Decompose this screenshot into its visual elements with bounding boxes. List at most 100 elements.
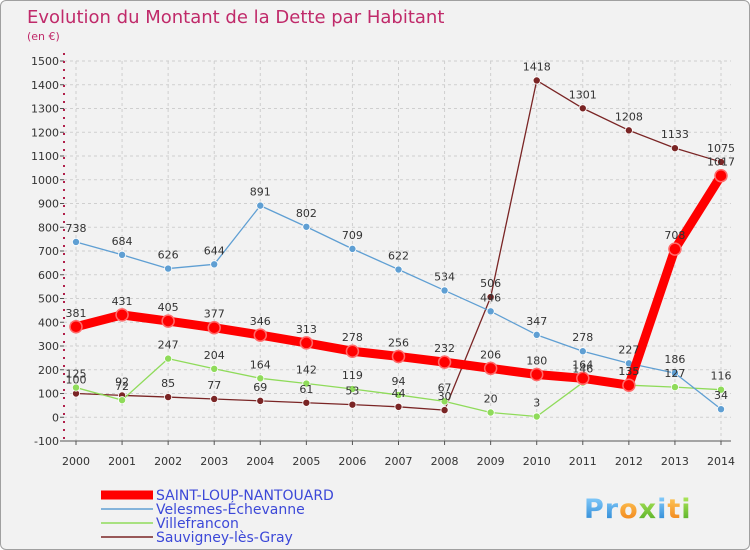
data-label: 204 — [204, 349, 225, 362]
data-point — [578, 347, 587, 356]
data-point — [164, 393, 173, 402]
x-tick-label: 2000 — [62, 455, 90, 468]
data-point — [486, 307, 495, 316]
data-label: 227 — [618, 343, 639, 356]
x-tick-label: 2004 — [246, 455, 274, 468]
y-tick-label: 1000 — [31, 174, 59, 187]
data-point — [256, 201, 265, 210]
data-label: 34 — [714, 389, 728, 402]
x-tick-label: 2006 — [338, 455, 366, 468]
data-label: 684 — [112, 235, 133, 248]
x-tick-label: 2007 — [385, 455, 413, 468]
data-point — [348, 400, 357, 409]
data-label: 44 — [392, 387, 406, 400]
data-label: 622 — [388, 250, 409, 263]
data-point — [717, 405, 726, 414]
data-point — [440, 286, 449, 295]
data-label: 180 — [526, 355, 547, 368]
data-label: 626 — [158, 249, 179, 262]
x-tick-label: 2002 — [154, 455, 182, 468]
x-tick-label: 2003 — [200, 455, 228, 468]
x-tick-label: 2011 — [569, 455, 597, 468]
data-point — [486, 408, 495, 417]
x-tick-label: 2013 — [661, 455, 689, 468]
data-point — [532, 412, 541, 421]
y-tick-label: 200 — [38, 364, 59, 377]
data-point — [483, 361, 498, 376]
legend-label: Velesmes-Échevanne — [156, 501, 305, 518]
data-point — [394, 402, 403, 411]
data-point — [714, 168, 728, 183]
data-label: 77 — [207, 379, 221, 392]
data-point — [118, 250, 127, 259]
data-label: 146 — [572, 363, 593, 376]
data-point — [391, 349, 406, 364]
data-point — [164, 264, 173, 273]
data-label: 53 — [345, 385, 359, 398]
legend-label: SAINT-LOUP-NANTOUARD — [156, 488, 334, 504]
data-label: 116 — [711, 370, 732, 383]
data-label: 85 — [161, 377, 175, 390]
data-point — [69, 320, 83, 334]
data-point — [72, 383, 81, 392]
data-label: 708 — [664, 229, 685, 242]
data-label: 446 — [480, 291, 501, 304]
data-label: 278 — [572, 331, 593, 344]
data-label: 278 — [342, 331, 363, 344]
data-label: 256 — [388, 336, 409, 349]
data-point — [622, 378, 636, 392]
data-label: 247 — [158, 339, 179, 352]
data-point — [210, 364, 219, 373]
data-point — [624, 126, 633, 135]
y-tick-label: 100 — [38, 388, 59, 401]
data-point — [486, 293, 495, 302]
y-tick-label: 1200 — [31, 126, 59, 139]
data-label: 644 — [204, 244, 225, 257]
data-point — [394, 265, 403, 274]
data-label: 125 — [66, 368, 87, 381]
data-point — [345, 344, 360, 358]
data-label: 94 — [392, 375, 406, 388]
data-point — [118, 396, 127, 405]
data-point — [210, 260, 219, 269]
x-tick-label: 2014 — [707, 455, 735, 468]
data-point — [161, 314, 175, 328]
data-point — [529, 367, 544, 382]
data-label: 30 — [438, 390, 452, 403]
data-point — [440, 397, 449, 406]
data-label: 135 — [618, 365, 639, 378]
legend-label: Sauvigney-lès-Gray — [156, 530, 293, 546]
data-label: 347 — [526, 315, 547, 328]
data-point — [670, 144, 679, 153]
data-point — [299, 336, 314, 350]
data-label: 61 — [299, 383, 313, 396]
y-tick-label: 800 — [38, 221, 59, 234]
proxiti-logo: Proxiti — [584, 494, 692, 525]
data-point — [302, 398, 311, 407]
data-label: 206 — [480, 348, 501, 361]
x-tick-label: 2008 — [431, 455, 459, 468]
data-label: 135 — [618, 365, 639, 378]
x-tick-label: 2001 — [108, 455, 136, 468]
data-label: 142 — [296, 364, 317, 377]
data-label: 506 — [480, 277, 501, 290]
chart-title: Evolution du Montant de la Dette par Hab… — [27, 7, 444, 28]
legend-label: Villefrancon — [156, 516, 239, 532]
y-tick-label: 600 — [38, 269, 59, 282]
data-point — [207, 320, 221, 335]
legend: SAINT-LOUP-NANTOUARDVelesmes-ÉchevanneVi… — [101, 488, 334, 546]
data-point — [72, 237, 81, 246]
data-point — [115, 308, 129, 322]
data-label: 1075 — [707, 142, 735, 155]
data-label: 186 — [664, 353, 685, 366]
y-tick-label: -100 — [34, 435, 59, 448]
data-point — [253, 328, 268, 342]
y-tick-label: 1100 — [31, 150, 59, 163]
x-tick-label: 2005 — [292, 455, 320, 468]
y-tick-label: 1300 — [31, 103, 59, 116]
data-label: 1133 — [661, 128, 689, 141]
chart-subtitle: (en €) — [27, 30, 60, 43]
